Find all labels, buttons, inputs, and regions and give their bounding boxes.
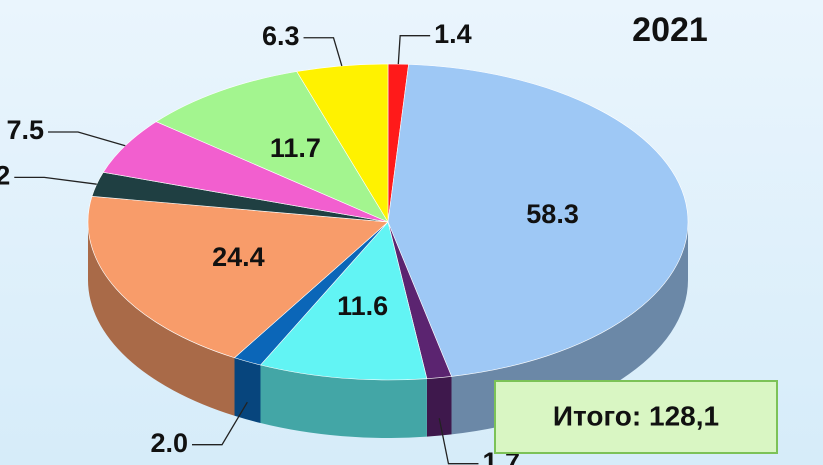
slice: [387, 64, 689, 377]
chart-title: 2021: [632, 11, 708, 49]
slice-side: [260, 365, 427, 438]
leader-line: [303, 37, 343, 67]
data-label: 11.6: [337, 291, 388, 321]
data-label: 11.7: [270, 133, 321, 163]
data-label: 24.4: [212, 242, 265, 272]
data-label: 3.2: [0, 161, 10, 191]
leader-line: [192, 401, 248, 446]
data-label: 6.3: [262, 21, 300, 51]
data-label: 2.0: [150, 428, 188, 458]
slice-side: [87, 222, 235, 416]
total-label: Итого: 128,1: [553, 400, 719, 431]
slice: [296, 63, 389, 224]
leader-line: [397, 35, 431, 65]
slice-side: [234, 357, 261, 424]
slice: [87, 196, 389, 359]
data-label: 7.5: [6, 115, 44, 145]
slice: [259, 221, 428, 381]
leader-line: [48, 131, 126, 147]
data-label: 58.3: [526, 199, 579, 229]
slice: [155, 71, 389, 223]
leader-line: [14, 176, 97, 185]
slice-side: [426, 376, 452, 437]
total-box: [494, 380, 778, 454]
data-label: 1.4: [434, 19, 472, 49]
leader-line: [438, 418, 479, 465]
pie: 1.458.31.711.62.024.43.27.511.76.3: [0, 19, 689, 465]
